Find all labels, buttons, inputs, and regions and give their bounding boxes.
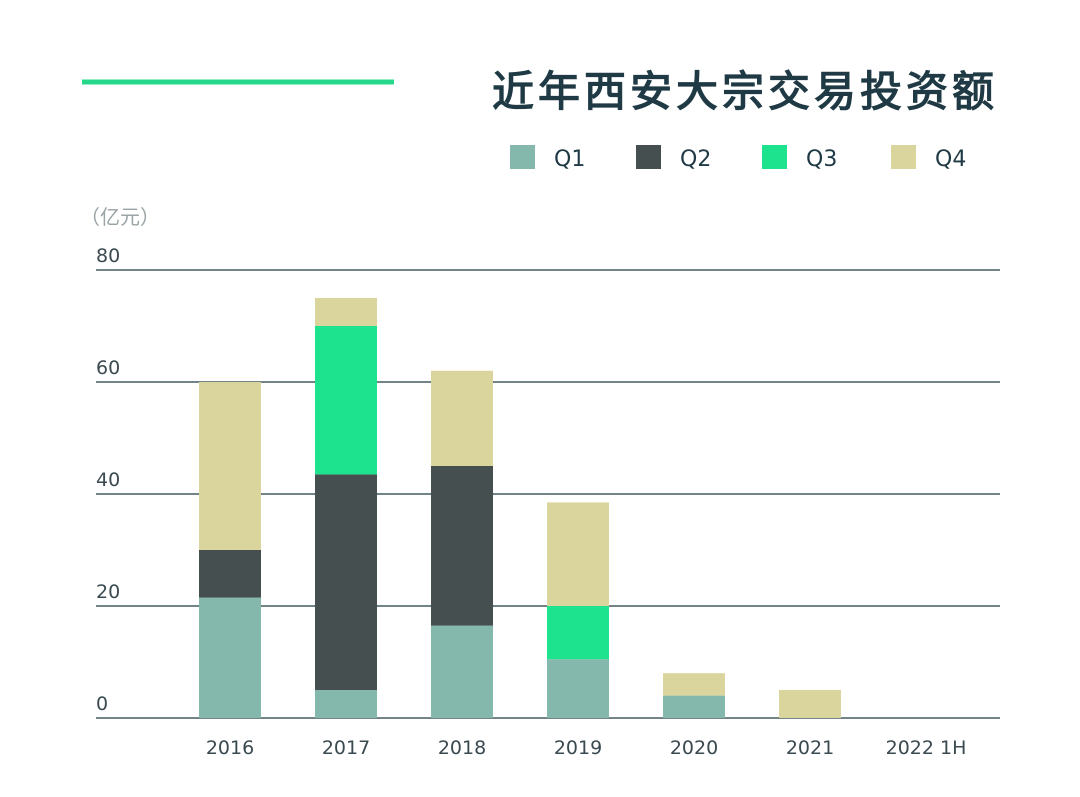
bar-q1-2019 bbox=[547, 659, 609, 718]
y-tick-labels: 0 20 40 60 80 bbox=[96, 245, 120, 715]
legend-swatch-q1 bbox=[510, 145, 535, 169]
legend-swatch-q4 bbox=[891, 145, 916, 169]
bar-q2-2017 bbox=[315, 474, 377, 690]
y-tick-label: 60 bbox=[96, 357, 120, 379]
bar-q1-2020 bbox=[663, 695, 725, 718]
y-tick-label: 40 bbox=[96, 469, 120, 491]
legend-swatch-q2 bbox=[636, 145, 661, 169]
bar-q1-2016 bbox=[199, 597, 261, 718]
bar-q1-2017 bbox=[315, 690, 377, 718]
bar-q3-2019 bbox=[547, 606, 609, 660]
legend-label-q2: Q2 bbox=[680, 147, 711, 172]
y-tick-label: 20 bbox=[96, 581, 120, 603]
x-tick-label: 2016 bbox=[206, 737, 254, 759]
bar-q4-2018 bbox=[431, 370, 493, 466]
x-tick-label: 2021 bbox=[786, 737, 834, 759]
y-axis-unit-label: （亿元） bbox=[80, 205, 160, 229]
x-tick-label: 2018 bbox=[438, 737, 486, 759]
bar-q4-2021 bbox=[779, 690, 841, 718]
y-tick-label: 80 bbox=[96, 245, 120, 267]
bar-q2-2016 bbox=[199, 550, 261, 598]
legend-label-q3: Q3 bbox=[806, 147, 837, 172]
legend-label-q4: Q4 bbox=[935, 147, 966, 172]
legend: Q1 Q2 Q3 Q4 bbox=[510, 145, 966, 172]
bar-q2-2018 bbox=[431, 466, 493, 626]
chart-title: 近年西安大宗交易投资额 bbox=[492, 67, 998, 116]
x-tick-label: 2019 bbox=[554, 737, 602, 759]
bar-q4-2020 bbox=[663, 673, 725, 696]
bar-q3-2017 bbox=[315, 326, 377, 475]
x-tick-label: 2020 bbox=[670, 737, 718, 759]
bars bbox=[199, 298, 841, 718]
bar-q1-2018 bbox=[431, 625, 493, 718]
x-tick-label: 2022 1H bbox=[886, 737, 967, 759]
legend-swatch-q3 bbox=[762, 145, 787, 169]
x-tick-label: 2017 bbox=[322, 737, 370, 759]
legend-label-q1: Q1 bbox=[554, 147, 585, 172]
bar-q4-2019 bbox=[547, 502, 609, 606]
bar-q4-2017 bbox=[315, 298, 377, 326]
y-tick-label: 0 bbox=[96, 693, 108, 715]
bar-q4-2016 bbox=[199, 382, 261, 550]
x-tick-labels: 2016 2017 2018 2019 2020 2021 2022 1H bbox=[206, 737, 967, 759]
